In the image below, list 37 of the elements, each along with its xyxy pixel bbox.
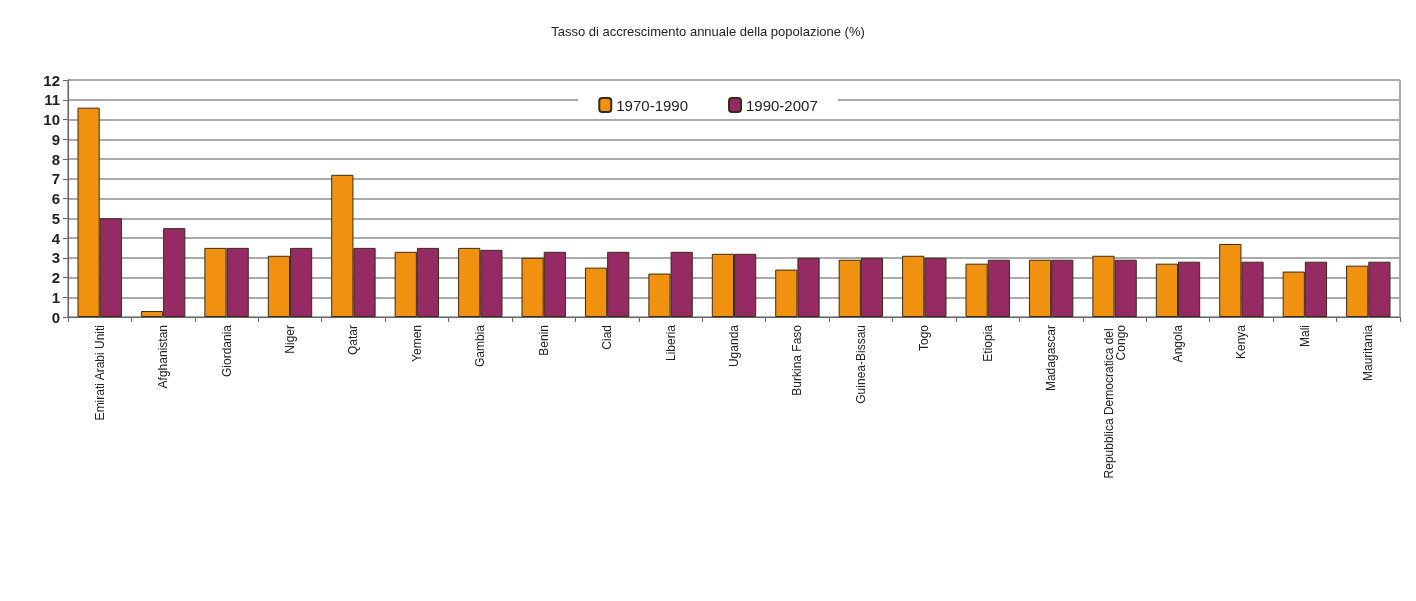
x-tick-label: Benin: [536, 325, 551, 356]
x-tick-label: Etiopia: [980, 324, 995, 362]
x-tick-label: Qatar: [346, 325, 361, 356]
x-tick-label: Burkina Faso: [790, 324, 805, 396]
y-tick-label: 7: [51, 170, 60, 188]
x-tick-label: Liberia: [663, 324, 678, 362]
x-tick-label: Repubblica Democratica del Congo: [1101, 324, 1128, 479]
y-tick-label: 11: [44, 91, 60, 109]
x-tick-label: Mali: [1297, 325, 1312, 348]
x-tick-label: Madagascar: [1044, 325, 1059, 392]
y-tick-label: 5: [51, 209, 60, 227]
x-tick-label: Kenya: [1234, 324, 1249, 360]
x-tick-label: Afghanistan: [156, 325, 171, 389]
legend-label: 1970-1990: [616, 96, 688, 114]
y-tick-label: 3: [51, 249, 60, 267]
x-tick-label: Ciad: [600, 325, 615, 350]
y-tick-label: 2: [51, 269, 60, 286]
chart-title: Tasso di accrescimento annuale della popolazione (%): [551, 24, 865, 39]
x-tick-label: Guinea-Bissau: [853, 325, 868, 404]
y-tick-label: 4: [51, 229, 61, 247]
x-tick-label: Yemen: [409, 325, 424, 362]
x-tick-label: Angola: [1171, 324, 1185, 363]
x-tick-label: Mauritania: [1361, 324, 1376, 382]
y-tick-label: 12: [43, 71, 60, 89]
y-tick-label: 9: [51, 130, 60, 148]
x-tick-label: Giordania: [219, 324, 234, 378]
x-tick-label: Gambia: [473, 324, 488, 368]
y-tick-label: 0: [51, 308, 60, 326]
y-tick-label: 10: [43, 111, 60, 128]
y-tick-label: 6: [51, 190, 60, 207]
x-tick-label: Togo: [917, 324, 932, 352]
x-tick-label: Emirati Arabi Uniti: [92, 325, 107, 421]
y-tick-label: 1: [51, 288, 60, 306]
x-tick-label: Niger: [283, 325, 297, 354]
y-tick-label: 8: [51, 150, 60, 168]
x-tick-label: Uganda: [727, 324, 741, 368]
legend-label: 1990-2007: [746, 96, 818, 114]
